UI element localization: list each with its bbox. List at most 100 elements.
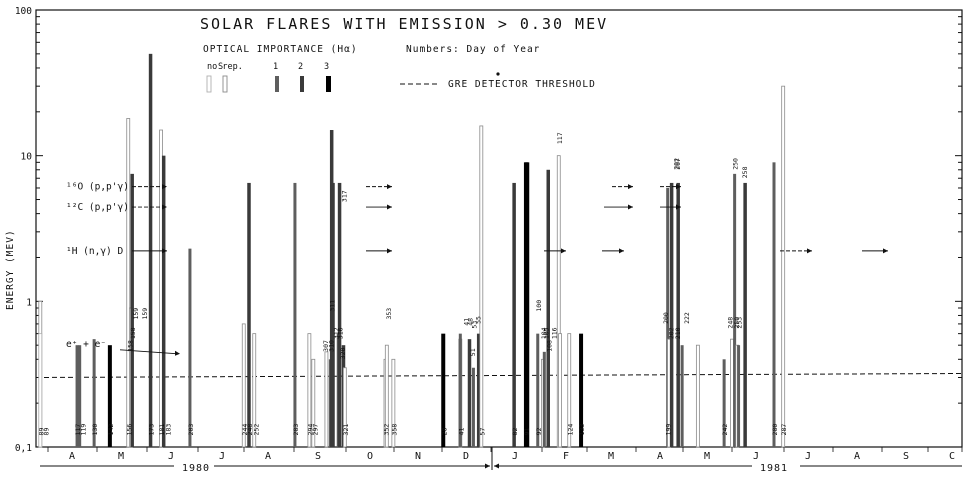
flare-bar [293,182,297,448]
day-label: 53 [470,321,478,329]
arrowhead [883,248,888,254]
month-label: A [265,451,271,462]
month-label: J [168,451,174,462]
arrowhead [162,248,167,254]
flare-bar [772,162,776,447]
month-label: O [367,451,373,462]
day-label: 312 [333,327,341,339]
flare-bar [92,339,96,447]
day-label: 280 [771,424,779,436]
day-label: 41 [463,318,471,326]
legend-dot [496,72,500,76]
day-label: 358 [390,424,398,436]
legend-label: no rep. [207,62,243,72]
line-label: e⁺ + e⁻ [66,339,106,350]
month-label: A [69,451,75,462]
legend-swatch [300,76,304,92]
flare-bar [525,162,530,447]
arrowhead [676,184,681,190]
line-label: ¹⁶O (p,p'γ) [66,182,129,193]
flare-bar [252,333,257,448]
day-label: 89 [37,428,45,436]
flare-bar [676,182,680,448]
flare-bar [75,345,79,447]
day-label: 242 [721,424,729,436]
flare-bar [476,333,481,447]
threshold-label: GRE DETECTOR THRESHOLD [448,79,596,90]
day-label: 287 [780,424,788,436]
day-label: 158 [129,327,137,339]
y-tick-label: 1 [26,297,32,308]
month-label: J [805,451,811,462]
flare-bar [722,359,726,447]
year-label-1981: 1981 [760,463,788,474]
day-label: 183 [165,424,173,436]
day-label: 173 [148,424,156,436]
day-label: 307 [322,340,330,352]
day-label: 117 [556,132,564,144]
flare-bar [188,248,192,447]
day-label: 142 [107,424,115,436]
day-label: 250 [732,158,740,170]
flare-bar [311,358,316,448]
day-label: 294 [306,424,314,436]
threshold-line [35,372,963,378]
legend-swatch [275,76,279,92]
day-label: 310 [327,340,335,352]
year-label-1980: 1980 [182,463,210,474]
y-tick-label: 100 [15,6,32,17]
day-label: 244 [241,424,249,436]
month-label: J [753,451,759,462]
flare-bar [579,333,584,447]
day-label: 51 [469,348,477,356]
flare-bar [148,53,153,447]
legend-title: OPTICAL IMPORTANCE (Hα) [203,44,358,55]
legend-swatch [206,75,212,93]
legend-label: 1 [273,62,278,72]
arrowhead [162,204,167,210]
flare-bar [666,187,670,447]
day-label: 199 [665,424,673,436]
day-label: 159 [141,308,149,320]
day-label: 91 [523,428,531,436]
day-label: 320 [339,347,347,359]
plot-frame [35,9,963,448]
flare-bar [342,367,347,448]
flare-bar [324,351,329,448]
day-label: 248 [246,424,254,436]
month-label: C [949,451,955,462]
day-label: 28 [440,428,448,436]
day-label: 41 [457,428,465,436]
day-label: 283 [292,424,300,436]
arrowhead [619,248,624,254]
flare-bar [546,169,550,448]
arrowhead [628,204,633,210]
arrowhead [162,184,167,190]
day-label: 202 [667,327,675,339]
day-label: 181 [158,424,166,436]
day-label: 105 [543,327,551,339]
day-label: 297 [312,424,320,436]
day-label: 200 [662,312,670,324]
arrowhead [387,248,392,254]
day-label: 353 [385,308,393,320]
flare-bar [126,118,131,448]
day-label: 222 [683,312,691,324]
arrowhead [807,248,812,254]
day-label: 258 [741,166,749,178]
legend-label: S [218,62,223,72]
flare-bar [669,182,674,448]
line-label: ¹H (n,γ) D [66,246,123,257]
day-label: 311 [329,300,337,312]
flare-bar [161,155,166,447]
day-label: 156 [125,424,133,436]
day-label: 108 [545,340,553,352]
day-label: 116 [551,327,559,339]
day-label: 253 [736,317,744,329]
day-label: 100 [535,300,543,312]
flare-bar [307,333,312,448]
day-label: 210 [674,327,682,339]
day-label: 202 [673,158,681,170]
day-label: 248 [726,317,734,329]
flare-bar [441,333,446,447]
